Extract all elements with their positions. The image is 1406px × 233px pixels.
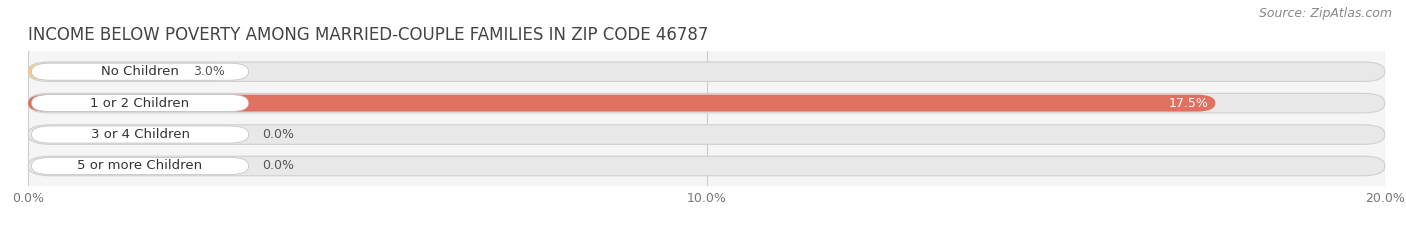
Text: INCOME BELOW POVERTY AMONG MARRIED-COUPLE FAMILIES IN ZIP CODE 46787: INCOME BELOW POVERTY AMONG MARRIED-COUPL… [28, 26, 709, 44]
Text: Source: ZipAtlas.com: Source: ZipAtlas.com [1258, 7, 1392, 20]
FancyBboxPatch shape [28, 125, 1385, 144]
FancyBboxPatch shape [31, 63, 249, 80]
FancyBboxPatch shape [31, 95, 249, 112]
FancyBboxPatch shape [28, 95, 1215, 112]
Text: 5 or more Children: 5 or more Children [77, 159, 202, 172]
FancyBboxPatch shape [31, 158, 249, 175]
FancyBboxPatch shape [28, 156, 1385, 176]
Text: 0.0%: 0.0% [262, 128, 294, 141]
Text: 0.0%: 0.0% [262, 159, 294, 172]
Text: 1 or 2 Children: 1 or 2 Children [90, 97, 190, 110]
Text: 17.5%: 17.5% [1168, 97, 1209, 110]
FancyBboxPatch shape [28, 93, 1385, 113]
FancyBboxPatch shape [28, 63, 232, 80]
Text: 3.0%: 3.0% [193, 65, 225, 78]
Text: 3 or 4 Children: 3 or 4 Children [90, 128, 190, 141]
Text: No Children: No Children [101, 65, 179, 78]
FancyBboxPatch shape [28, 62, 1385, 81]
FancyBboxPatch shape [31, 126, 249, 143]
